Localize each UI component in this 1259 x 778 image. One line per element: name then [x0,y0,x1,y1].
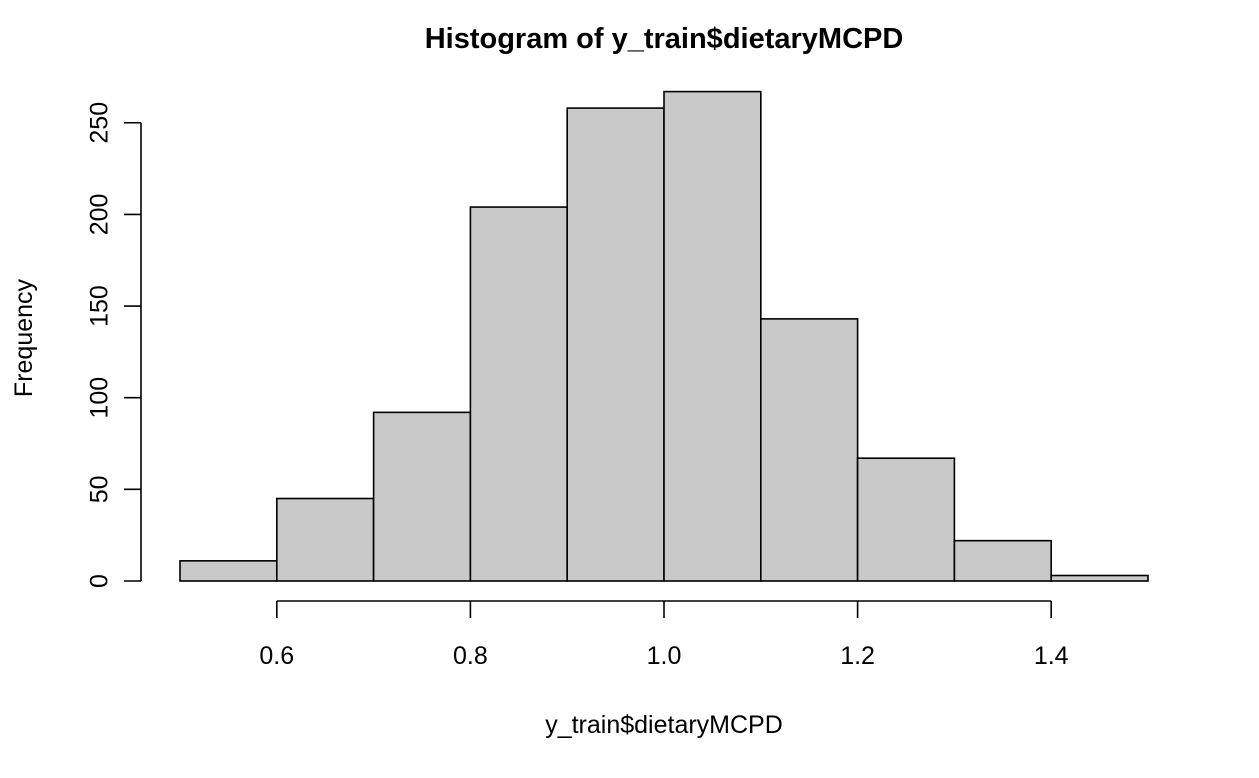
y-tick-label-1: 50 [86,475,114,503]
y-tick-label-5: 250 [86,102,114,144]
histogram-bar-2 [372,411,472,582]
x-tick-label-1: 0.8 [453,642,488,670]
histogram-bar-6 [759,318,859,582]
histogram-bar-7 [856,457,956,582]
histogram-bar-1 [275,497,375,582]
x-tick-label-3: 1.2 [840,642,875,670]
x-tick-label-4: 1.4 [1034,642,1069,670]
y-tick-label-0: 0 [86,574,114,588]
y-tick-label-4: 200 [86,194,114,236]
y-axis-label: Frequency [10,278,38,397]
histogram-bar-9 [1050,574,1149,582]
x-tick-label-2: 1.0 [647,642,682,670]
y-tick-label-3: 150 [86,285,114,327]
histogram-bar-8 [953,539,1053,582]
histogram-bar-5 [663,90,762,582]
bars-group [179,90,1149,582]
y-tick-label-2: 100 [86,377,114,419]
chart-title: Histogram of y_train$dietaryMCPD [425,23,904,55]
y-axis: 0 50 100 150 200 250 [86,102,142,588]
histogram-bar-0 [179,560,278,582]
histogram-bar-3 [469,206,568,582]
x-axis: 0.6 0.8 1.0 1.2 1.4 [259,600,1069,670]
x-tick-label-0: 0.6 [259,642,294,670]
histogram-bar-4 [566,107,665,582]
x-axis-label: y_train$dietaryMCPD [545,711,783,739]
